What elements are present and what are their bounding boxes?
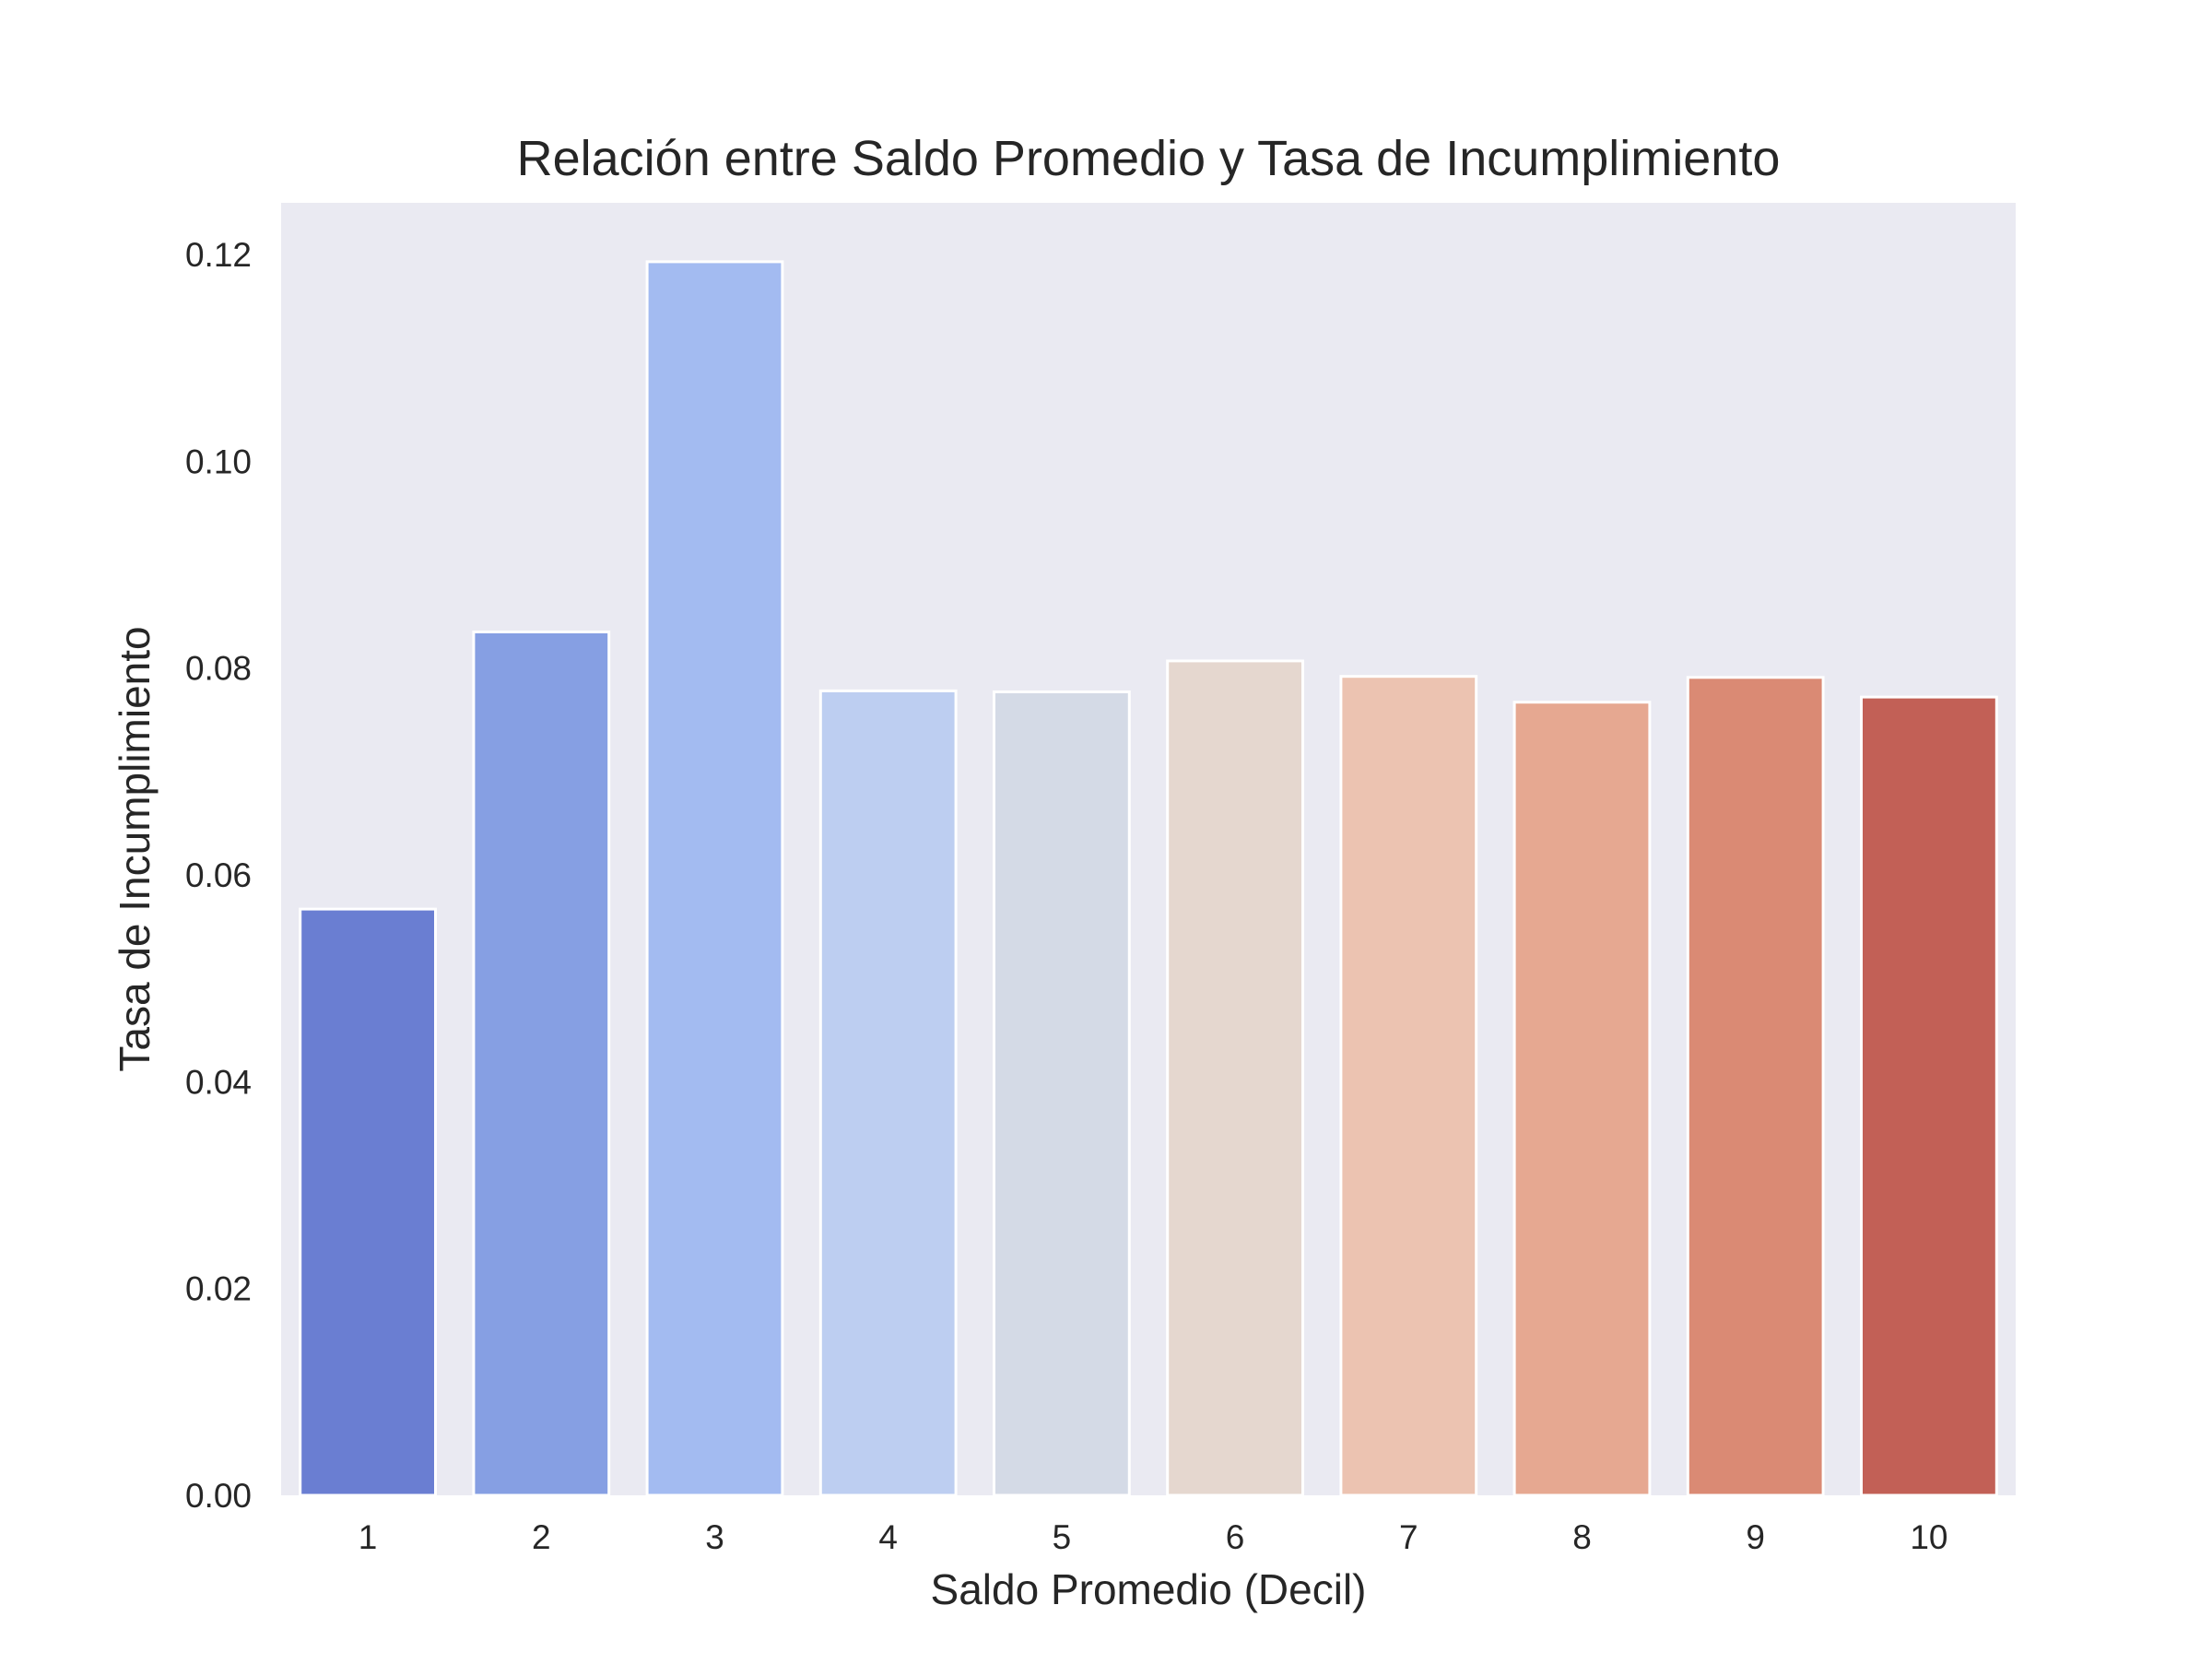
- x-tick-label: 10: [1910, 1518, 1947, 1556]
- x-axis-label: Saldo Promedio (Decil): [931, 1565, 1367, 1613]
- y-tick-labels: 0.00 0.02 0.04 0.06 0.08 0.10 0.12: [185, 236, 252, 1515]
- y-axis-label: Tasa de Incumplimiento: [111, 626, 159, 1071]
- bars-layer: [299, 260, 1998, 1497]
- y-tick-label: 0.02: [185, 1270, 252, 1308]
- x-tick-label: 7: [1399, 1518, 1418, 1556]
- y-tick-label: 0.12: [185, 236, 252, 274]
- x-tick-label: 8: [1572, 1518, 1592, 1556]
- x-tick-label: 1: [359, 1518, 378, 1556]
- x-tick-label: 2: [532, 1518, 551, 1556]
- bar-decil-4: [818, 689, 958, 1497]
- x-tick-label: 6: [1226, 1518, 1245, 1556]
- bar-decil-1: [299, 907, 438, 1497]
- x-tick-label: 4: [878, 1518, 898, 1556]
- bar-decil-3: [645, 260, 784, 1497]
- y-tick-label: 0.04: [185, 1063, 252, 1101]
- bar-decil-7: [1339, 675, 1478, 1497]
- bar-decil-5: [993, 690, 1131, 1497]
- bar-decil-10: [1860, 695, 1998, 1497]
- x-tick-label: 5: [1053, 1518, 1072, 1556]
- bar-decil-6: [1166, 659, 1304, 1497]
- y-tick-label: 0.06: [185, 856, 252, 894]
- chart-title: Relación entre Saldo Promedio y Tasa de …: [517, 131, 1781, 186]
- bar-decil-9: [1686, 676, 1825, 1497]
- x-tick-labels: 1 2 3 4 5 6 7 8 9 10: [359, 1518, 1948, 1556]
- y-tick-label: 0.00: [185, 1477, 252, 1515]
- x-tick-label: 9: [1746, 1518, 1765, 1556]
- bar-decil-8: [1512, 701, 1652, 1497]
- y-tick-label: 0.10: [185, 443, 252, 480]
- x-tick-label: 3: [705, 1518, 724, 1556]
- bar-decil-2: [472, 631, 611, 1497]
- y-tick-label: 0.08: [185, 650, 252, 688]
